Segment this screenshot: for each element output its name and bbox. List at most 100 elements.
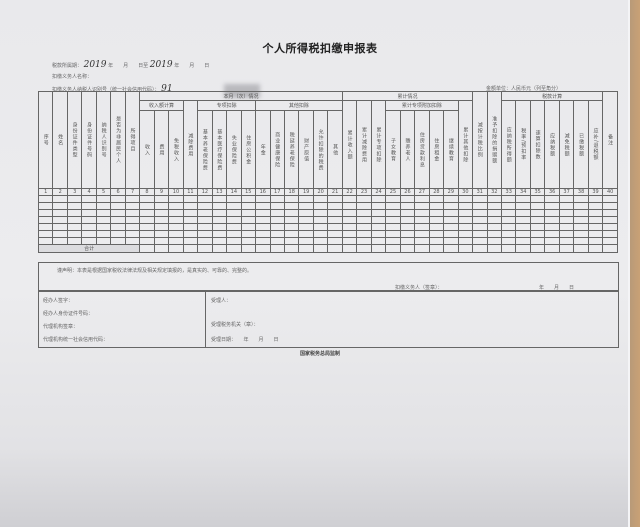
total-cell[interactable] [515, 244, 531, 253]
table-cell[interactable] [327, 223, 343, 231]
table-cell[interactable] [327, 230, 343, 238]
table-cell[interactable] [95, 230, 112, 238]
table-cell[interactable] [414, 223, 430, 231]
table-cell[interactable] [110, 237, 126, 245]
table-cell[interactable] [211, 195, 228, 203]
table-cell[interactable] [197, 202, 213, 210]
table-cell[interactable] [356, 237, 372, 245]
table-cell[interactable] [500, 237, 517, 245]
table-cell[interactable] [255, 195, 271, 203]
table-cell[interactable] [602, 230, 618, 238]
table-cell[interactable] [472, 223, 488, 231]
table-cell[interactable] [356, 195, 372, 203]
table-cell[interactable] [168, 216, 184, 224]
table-cell[interactable] [558, 230, 575, 238]
table-cell[interactable] [500, 195, 517, 203]
total-cell[interactable] [298, 244, 314, 253]
table-cell[interactable] [255, 237, 271, 245]
table-cell[interactable] [529, 237, 546, 245]
table-cell[interactable] [37, 223, 54, 231]
table-cell[interactable] [500, 216, 517, 224]
table-cell[interactable] [428, 223, 445, 231]
table-cell[interactable] [269, 209, 285, 217]
table-cell[interactable] [399, 237, 416, 245]
table-cell[interactable] [153, 237, 170, 245]
table-cell[interactable] [182, 230, 199, 238]
table-cell[interactable] [500, 202, 517, 210]
total-cell[interactable] [399, 244, 416, 253]
total-cell[interactable] [312, 244, 329, 253]
table-cell[interactable] [529, 202, 546, 210]
table-cell[interactable] [443, 223, 459, 231]
table-cell[interactable] [341, 202, 358, 210]
table-cell[interactable] [95, 216, 112, 224]
table-cell[interactable] [486, 202, 503, 210]
table-cell[interactable] [544, 223, 560, 231]
table-cell[interactable] [457, 230, 474, 238]
table-cell[interactable] [153, 230, 170, 238]
table-cell[interactable] [587, 202, 604, 210]
table-cell[interactable] [182, 209, 199, 217]
total-cell[interactable] [428, 244, 445, 253]
table-cell[interactable] [240, 230, 257, 238]
table-cell[interactable] [515, 202, 531, 210]
table-cell[interactable] [602, 223, 618, 231]
table-cell[interactable] [356, 209, 372, 217]
table-cell[interactable] [269, 230, 285, 238]
table-cell[interactable] [544, 237, 560, 245]
table-cell[interactable] [443, 202, 459, 210]
table-cell[interactable] [168, 230, 184, 238]
table-cell[interactable] [182, 195, 199, 203]
table-cell[interactable] [356, 216, 372, 224]
total-cell[interactable] [341, 244, 358, 253]
table-cell[interactable] [240, 216, 257, 224]
table-cell[interactable] [124, 230, 141, 238]
table-cell[interactable] [211, 223, 228, 231]
table-cell[interactable] [312, 216, 329, 224]
table-cell[interactable] [197, 237, 213, 245]
table-cell[interactable] [124, 202, 141, 210]
table-cell[interactable] [356, 230, 372, 238]
table-cell[interactable] [139, 216, 155, 224]
table-cell[interactable] [139, 237, 155, 245]
table-cell[interactable] [385, 195, 401, 203]
table-cell[interactable] [312, 195, 329, 203]
table-cell[interactable] [197, 230, 213, 238]
table-cell[interactable] [472, 216, 488, 224]
table-cell[interactable] [66, 209, 83, 217]
table-cell[interactable] [255, 230, 271, 238]
total-cell[interactable] [197, 244, 213, 253]
table-cell[interactable] [370, 209, 387, 217]
table-cell[interactable] [52, 216, 68, 224]
table-cell[interactable] [226, 223, 242, 231]
table-cell[interactable] [529, 223, 546, 231]
table-cell[interactable] [472, 230, 488, 238]
table-cell[interactable] [66, 202, 83, 210]
table-cell[interactable] [37, 216, 54, 224]
table-cell[interactable] [197, 209, 213, 217]
table-cell[interactable] [428, 195, 445, 203]
table-cell[interactable] [486, 237, 503, 245]
table-cell[interactable] [370, 216, 387, 224]
table-cell[interactable] [211, 216, 228, 224]
table-cell[interactable] [587, 209, 604, 217]
table-cell[interactable] [515, 209, 531, 217]
table-cell[interactable] [211, 230, 228, 238]
table-cell[interactable] [66, 195, 83, 203]
total-cell[interactable] [240, 244, 257, 253]
table-cell[interactable] [298, 209, 314, 217]
table-cell[interactable] [298, 223, 314, 231]
table-cell[interactable] [81, 202, 97, 210]
table-cell[interactable] [500, 230, 517, 238]
table-cell[interactable] [573, 230, 589, 238]
table-cell[interactable] [255, 202, 271, 210]
table-cell[interactable] [298, 202, 314, 210]
table-cell[interactable] [182, 216, 199, 224]
table-cell[interactable] [110, 209, 126, 217]
table-cell[interactable] [95, 209, 112, 217]
table-cell[interactable] [587, 237, 604, 245]
table-cell[interactable] [486, 230, 503, 238]
table-cell[interactable] [515, 195, 531, 203]
total-cell[interactable] [356, 244, 372, 253]
table-cell[interactable] [240, 223, 257, 231]
